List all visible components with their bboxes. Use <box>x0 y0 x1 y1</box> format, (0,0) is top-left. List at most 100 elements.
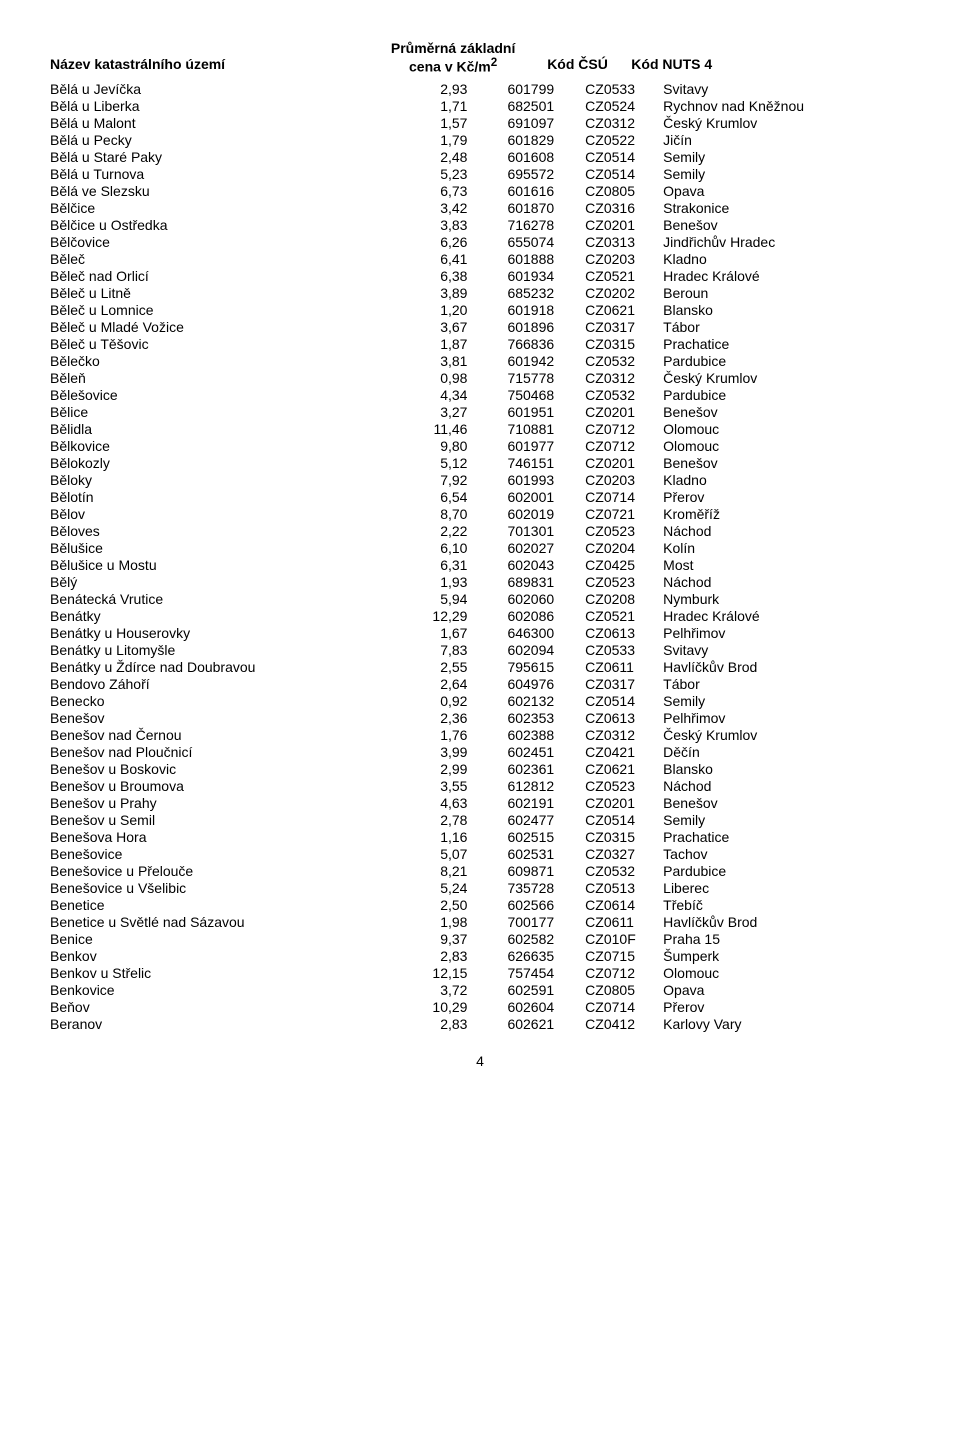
cell-region: Pelhřimov <box>663 710 910 727</box>
table-row: Bělice3,27601951CZ0201Benešov <box>50 404 910 421</box>
cell-region: Kroměříž <box>663 506 910 523</box>
cell-name: Benice <box>50 931 363 948</box>
table-row: Běloves2,22701301CZ0523Náchod <box>50 523 910 540</box>
cell-price: 1,98 <box>363 914 508 931</box>
page-number: 4 <box>50 1053 910 1069</box>
cell-region: Přerov <box>663 999 910 1016</box>
cell-region: Hradec Králové <box>663 268 910 285</box>
cell-nuts: CZ0611 <box>585 659 663 676</box>
cell-price: 2,93 <box>363 81 508 98</box>
cell-code: 602043 <box>507 557 585 574</box>
cell-nuts: CZ0317 <box>585 319 663 336</box>
cell-name: Bělešovice <box>50 387 363 404</box>
cell-name: Benešov u Boskovic <box>50 761 363 778</box>
cell-nuts: CZ0315 <box>585 829 663 846</box>
cell-region: Český Krumlov <box>663 727 910 744</box>
cell-region: Pardubice <box>663 353 910 370</box>
cell-code: 602566 <box>507 897 585 914</box>
cell-price: 0,98 <box>363 370 508 387</box>
cell-price: 3,81 <box>363 353 508 370</box>
cell-region: Olomouc <box>663 438 910 455</box>
cell-nuts: CZ0514 <box>585 149 663 166</box>
table-row: Bělušice u Mostu6,31602043CZ0425Most <box>50 557 910 574</box>
table-row: Běleč nad Orlicí6,38601934CZ0521Hradec K… <box>50 268 910 285</box>
table-row: Bělá u Malont1,57691097CZ0312Český Kruml… <box>50 115 910 132</box>
cell-region: Opava <box>663 982 910 999</box>
table-row: Bělotín6,54602001CZ0714Přerov <box>50 489 910 506</box>
cell-region: Přerov <box>663 489 910 506</box>
cell-nuts: CZ0523 <box>585 523 663 540</box>
cell-region: Opava <box>663 183 910 200</box>
table-row: Benkov2,83626635CZ0715Šumperk <box>50 948 910 965</box>
cell-code: 601951 <box>507 404 585 421</box>
cell-nuts: CZ0425 <box>585 557 663 574</box>
cell-nuts: CZ0621 <box>585 761 663 778</box>
cell-price: 2,83 <box>363 948 508 965</box>
table-row: Bělčice3,42601870CZ0316Strakonice <box>50 200 910 217</box>
cell-code: 655074 <box>507 234 585 251</box>
cell-code: 601616 <box>507 183 585 200</box>
cell-price: 5,12 <box>363 455 508 472</box>
table-row: Běleč6,41601888CZ0203Kladno <box>50 251 910 268</box>
cell-code: 602604 <box>507 999 585 1016</box>
cell-region: Olomouc <box>663 965 910 982</box>
cell-name: Bělá u Malont <box>50 115 363 132</box>
cell-region: Náchod <box>663 523 910 540</box>
cell-price: 4,63 <box>363 795 508 812</box>
cell-name: Benetice u Světlé nad Sázavou <box>50 914 363 931</box>
cell-code: 602582 <box>507 931 585 948</box>
cell-code: 715778 <box>507 370 585 387</box>
cell-code: 746151 <box>507 455 585 472</box>
cell-code: 602591 <box>507 982 585 999</box>
header-col-price-line1: Průměrná základní <box>378 40 527 56</box>
cell-region: Děčín <box>663 744 910 761</box>
cell-nuts: CZ0533 <box>585 642 663 659</box>
cell-price: 2,55 <box>363 659 508 676</box>
table-row: Bělov8,70602019CZ0721Kroměříž <box>50 506 910 523</box>
cell-nuts: CZ0621 <box>585 302 663 319</box>
cell-region: Benešov <box>663 455 910 472</box>
cell-name: Benešovice u Všelibic <box>50 880 363 897</box>
cell-price: 6,41 <box>363 251 508 268</box>
cell-code: 602451 <box>507 744 585 761</box>
cell-code: 602132 <box>507 693 585 710</box>
cell-price: 2,50 <box>363 897 508 914</box>
cell-name: Bendovo Záhoří <box>50 676 363 693</box>
cell-code: 602477 <box>507 812 585 829</box>
cell-code: 602060 <box>507 591 585 608</box>
cell-nuts: CZ0202 <box>585 285 663 302</box>
cell-name: Benešov nad Černou <box>50 727 363 744</box>
cell-code: 626635 <box>507 948 585 965</box>
cell-nuts: CZ0532 <box>585 387 663 404</box>
cell-price: 8,70 <box>363 506 508 523</box>
cell-nuts: CZ0421 <box>585 744 663 761</box>
cell-code: 612812 <box>507 778 585 795</box>
cell-price: 2,78 <box>363 812 508 829</box>
cell-nuts: CZ0614 <box>585 897 663 914</box>
cell-name: Bělice <box>50 404 363 421</box>
cell-region: Benešov <box>663 217 910 234</box>
cell-nuts: CZ0611 <box>585 914 663 931</box>
cell-name: Benešovice u Přelouče <box>50 863 363 880</box>
cell-price: 1,67 <box>363 625 508 642</box>
table-row: Benešov u Broumova3,55612812CZ0523Náchod <box>50 778 910 795</box>
header-col-nuts: Kód NUTS 4 <box>627 40 910 75</box>
cell-code: 601870 <box>507 200 585 217</box>
cell-name: Benešova Hora <box>50 829 363 846</box>
cell-price: 3,55 <box>363 778 508 795</box>
cell-name: Bělkovice <box>50 438 363 455</box>
cell-name: Bělý <box>50 574 363 591</box>
cell-region: Semily <box>663 149 910 166</box>
cell-nuts: CZ0805 <box>585 183 663 200</box>
cell-price: 3,67 <box>363 319 508 336</box>
cell-nuts: CZ0522 <box>585 132 663 149</box>
cell-code: 691097 <box>507 115 585 132</box>
cell-name: Benkov <box>50 948 363 965</box>
cell-nuts: CZ0513 <box>585 880 663 897</box>
cell-nuts: CZ0514 <box>585 166 663 183</box>
cell-nuts: CZ0521 <box>585 268 663 285</box>
table-row: Benešovice u Přelouče8,21609871CZ0532Par… <box>50 863 910 880</box>
cell-code: 766836 <box>507 336 585 353</box>
cell-price: 6,54 <box>363 489 508 506</box>
cell-price: 2,64 <box>363 676 508 693</box>
